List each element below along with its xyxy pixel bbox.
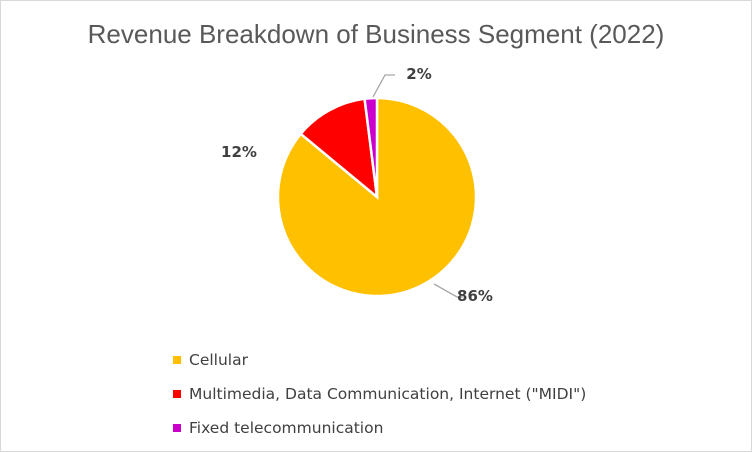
- legend-swatch-0: [173, 356, 181, 364]
- pie-slice-1: [298, 97, 379, 200]
- legend-item-1: Multimedia, Data Communication, Internet…: [173, 377, 586, 411]
- data-label-2: 2%: [406, 65, 431, 83]
- legend-label-1: Multimedia, Data Communication, Internet…: [189, 385, 587, 403]
- data-label-1: 12%: [221, 143, 257, 161]
- pie-slice-2: [363, 96, 379, 198]
- data-label-0: 86%: [457, 287, 493, 305]
- legend-item-2: Fixed telecommunication: [173, 411, 586, 445]
- chart-title: Revenue Breakdown of Business Segment (2…: [87, 19, 665, 49]
- legend-swatch-2: [173, 424, 181, 432]
- legend-swatch-1: [173, 390, 181, 398]
- legend-label-2: Fixed telecommunication: [189, 419, 384, 437]
- leader-line-2: [372, 74, 395, 98]
- leader-line-0: [433, 283, 463, 298]
- chart-legend: Cellular Multimedia, Data Communication, …: [173, 343, 586, 445]
- legend-label-0: Cellular: [189, 351, 248, 369]
- legend-item-0: Cellular: [173, 343, 586, 377]
